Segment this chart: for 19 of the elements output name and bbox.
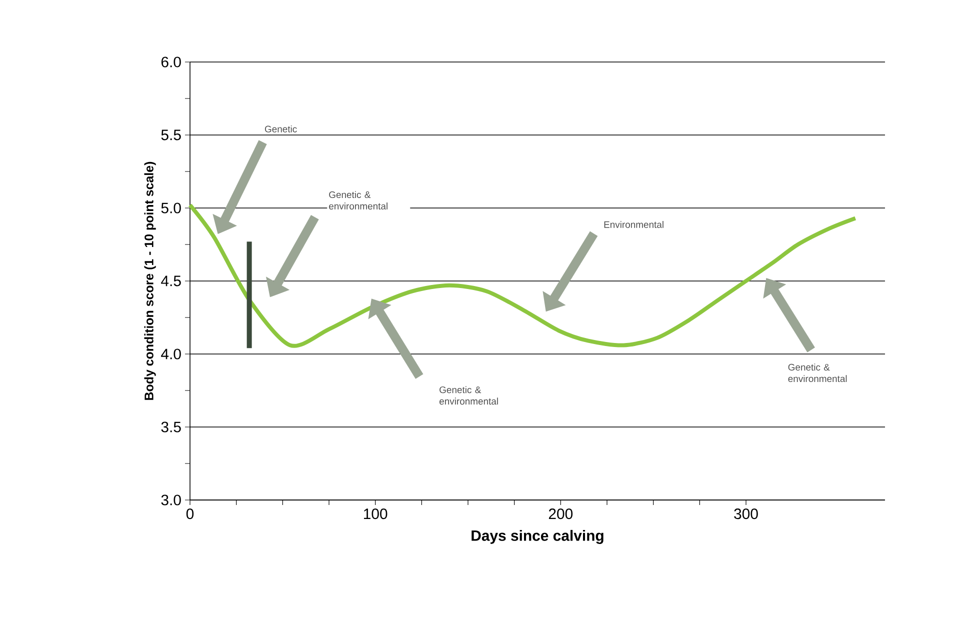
line-series (188, 203, 858, 348)
y-tick-label: 4.5 (161, 276, 181, 286)
annotation: Genetic & environmental (329, 191, 388, 210)
y-tick-label: 6.0 (161, 56, 181, 68)
x-tick-label: 200 (548, 508, 573, 520)
y-tick-label: 3.5 (161, 422, 181, 432)
x-tick-label: 300 (734, 508, 758, 520)
x-axis-title: Days since calving (472, 530, 604, 544)
y-tick-label: 5.5 (161, 130, 181, 140)
annotation: Genetic (264, 125, 297, 132)
annotation: Genetic & environmental (788, 364, 847, 382)
annotation: Genetic & environmental (440, 386, 498, 405)
y-axis-title: Body condition score (1 - 10 point scale) (144, 162, 156, 400)
y-tick-label: 3.0 (161, 494, 181, 506)
y-tick-label: 4.0 (161, 348, 181, 360)
annotation: Environmental (604, 221, 664, 228)
y-tick-label: 5.0 (161, 202, 181, 214)
x-tick-label: 100 (364, 508, 388, 520)
x-tick-label: 0 (186, 508, 194, 520)
